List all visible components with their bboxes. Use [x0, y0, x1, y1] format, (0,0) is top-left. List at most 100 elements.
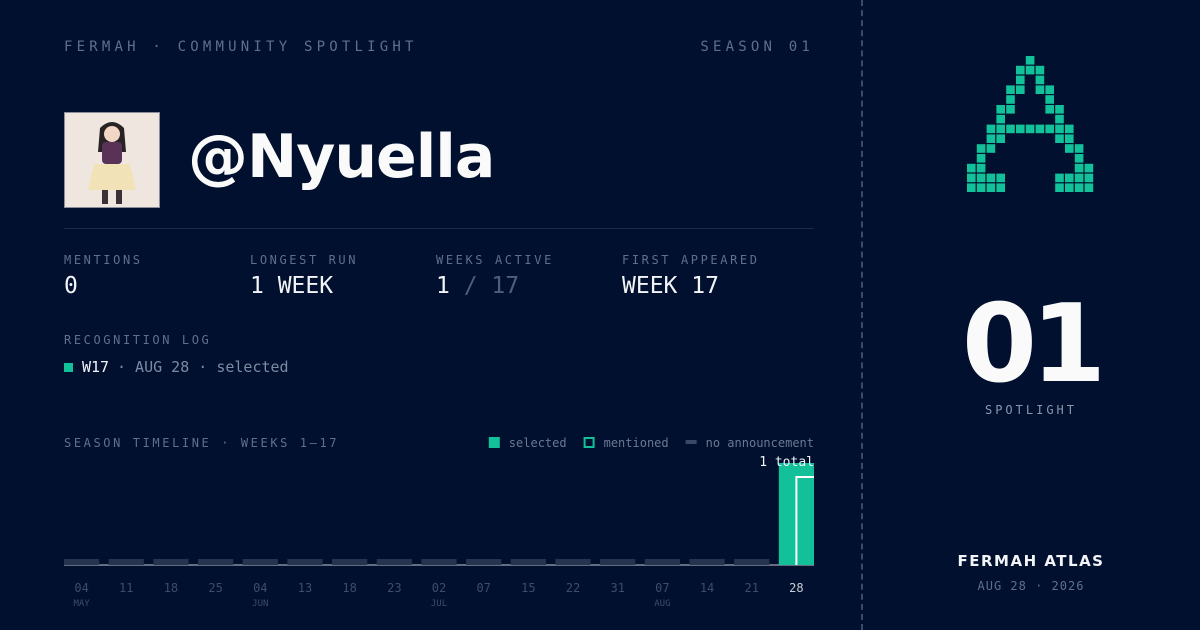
stat-label: FIRST APPEARED	[622, 253, 760, 267]
logo-pixel	[996, 183, 1005, 192]
log-week: W17	[82, 358, 110, 376]
logo-pixel	[1016, 124, 1025, 134]
week-day: 07	[655, 581, 669, 595]
avatar	[64, 112, 160, 208]
logo-pixel	[1074, 154, 1084, 163]
week-bar	[734, 559, 770, 565]
logo-pixel	[1065, 144, 1074, 153]
logo-pixel	[1055, 183, 1064, 192]
stat-value: 0	[64, 273, 78, 299]
legend-swatch	[488, 437, 500, 448]
logo-pixel	[996, 173, 1005, 183]
logo-pixel	[1074, 163, 1084, 173]
log-bullet	[64, 363, 73, 372]
logo-pixel	[1016, 75, 1025, 85]
logo-pixel	[1006, 85, 1015, 94]
stat-label: MENTIONS	[64, 253, 143, 267]
stat-label: LONGEST RUN	[250, 253, 359, 267]
logo-pixel	[1074, 183, 1084, 192]
logo-pixel	[986, 173, 996, 183]
week-bar	[600, 559, 636, 565]
week-day: 22	[566, 581, 580, 595]
week-day: 13	[298, 581, 312, 595]
week-day: 18	[164, 581, 178, 595]
logo-pixel	[1035, 65, 1045, 75]
logo-pixel	[1045, 85, 1054, 94]
week-day: 02	[432, 581, 446, 595]
week-day: 04	[253, 581, 267, 595]
week-bar	[153, 559, 189, 565]
logo-pixel	[1025, 124, 1035, 134]
logo-pixel	[967, 183, 976, 192]
stat-total: / 17	[463, 273, 520, 299]
logo-pixel	[976, 183, 986, 192]
logo-pixel	[996, 105, 1005, 114]
logo-pixel	[976, 173, 986, 183]
logo-pixel	[1055, 124, 1064, 134]
logo-pixel	[986, 134, 996, 143]
week-bar	[466, 559, 502, 565]
week-day: 15	[521, 581, 535, 595]
week-bar	[287, 559, 323, 565]
week-day: 04	[74, 581, 88, 595]
logo-pixel	[1084, 173, 1094, 183]
legend-label: no announcement	[706, 436, 814, 450]
logo-pixel	[967, 163, 976, 173]
logo-pixel	[1045, 124, 1054, 134]
logo-pixel	[1055, 105, 1064, 114]
stat-label: WEEKS ACTIVE	[436, 253, 554, 267]
logo-pixel	[1084, 183, 1094, 192]
week-day: 21	[745, 581, 759, 595]
week-day: 14	[700, 581, 714, 595]
logo-pixel	[1065, 134, 1074, 143]
logo-pixel	[1016, 85, 1025, 94]
logo-pixel	[986, 124, 996, 134]
week-day: 23	[387, 581, 401, 595]
week-bar	[108, 559, 144, 565]
logo-pixel	[1055, 173, 1064, 183]
logo	[967, 56, 1094, 192]
footer-name: FERMAH ATLAS	[957, 552, 1105, 570]
week-day: 18	[342, 581, 356, 595]
handle: @Nyuella	[188, 122, 495, 192]
week-month: AUG	[654, 599, 670, 609]
logo-pixel	[976, 144, 986, 153]
logo-pixel	[967, 173, 976, 183]
footer-date: AUG 28 · 2026	[977, 579, 1085, 593]
logo-pixel	[976, 163, 986, 173]
log-detail: · AUG 28 · selected	[117, 358, 289, 376]
logo-pixel	[1045, 105, 1054, 114]
legend-label: selected	[509, 436, 567, 450]
timeline-title: SEASON TIMELINE · WEEKS 1–17	[64, 436, 340, 450]
logo-pixel	[1035, 124, 1045, 134]
week-bar	[376, 559, 412, 565]
week-bar	[421, 559, 457, 565]
separator	[64, 228, 814, 229]
logo-pixel	[986, 144, 996, 153]
logo-pixel	[1065, 173, 1074, 183]
week-bar	[644, 559, 680, 565]
legend-label: mentioned	[604, 436, 669, 450]
logo-pixel	[1025, 65, 1035, 75]
week-bar	[555, 559, 591, 565]
logo-pixel	[1084, 163, 1094, 173]
week-bar	[689, 559, 725, 565]
week-day: 31	[610, 581, 624, 595]
stat-value: WEEK 17	[622, 273, 719, 299]
logo-pixel	[976, 154, 986, 163]
week-day: 11	[119, 581, 133, 595]
logo-pixel	[1074, 173, 1084, 183]
week-bar	[198, 559, 234, 565]
stat-value: 1 / 17	[436, 273, 520, 299]
logo-pixel	[1006, 105, 1015, 114]
spotlight-number: 01	[961, 282, 1106, 407]
logo-pixel	[1016, 65, 1025, 75]
logo-pixel	[1074, 144, 1084, 153]
logo-pixel	[996, 114, 1005, 124]
legend-swatch	[583, 437, 595, 448]
log-title: RECOGNITION LOG	[64, 333, 212, 347]
total-label: 1 total	[759, 455, 814, 470]
logo-pixel	[1045, 95, 1054, 104]
logo-pixel	[996, 134, 1005, 143]
